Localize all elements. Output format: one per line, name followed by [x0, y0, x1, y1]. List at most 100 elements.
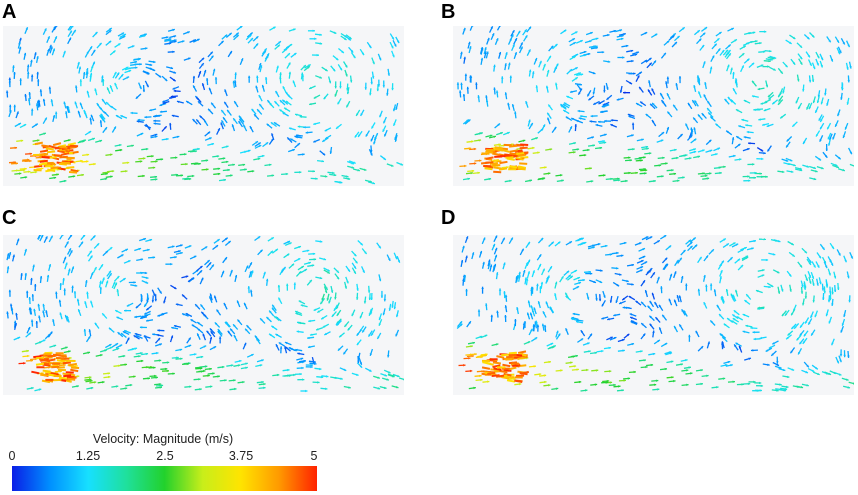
velocity-arrowhead — [133, 375, 136, 378]
velocity-arrowhead — [485, 303, 488, 306]
velocity-arrowhead — [723, 238, 726, 241]
velocity-arrowhead — [181, 40, 185, 43]
velocity-arrowhead — [82, 72, 86, 75]
velocity-arrowhead — [211, 264, 214, 268]
velocity-arrowhead — [468, 147, 472, 150]
velocity-arrowhead — [50, 331, 53, 335]
velocity-arrowhead — [816, 283, 819, 286]
velocity-arrowhead — [230, 269, 233, 273]
inlet-vector — [492, 361, 502, 365]
velocity-vector — [59, 235, 64, 240]
velocity-arrowhead — [172, 50, 175, 54]
velocity-arrowhead — [810, 315, 813, 318]
velocity-arrowhead — [209, 296, 212, 299]
velocity-arrowhead — [675, 83, 678, 86]
velocity-arrowhead — [307, 345, 311, 349]
velocity-arrowhead — [598, 101, 602, 104]
velocity-arrowhead — [191, 174, 195, 178]
velocity-arrowhead — [728, 53, 731, 56]
velocity-arrowhead — [811, 369, 815, 372]
velocity-arrowhead — [28, 92, 31, 95]
velocity-arrowhead — [233, 334, 237, 338]
velocity-arrowhead — [514, 319, 517, 322]
velocity-arrowhead — [50, 46, 53, 50]
velocity-arrowhead — [718, 32, 722, 35]
velocity-arrowhead — [200, 355, 204, 359]
velocity-arrowhead — [89, 378, 92, 381]
velocity-arrowhead — [563, 102, 567, 105]
legend-tick-4: 5 — [310, 449, 318, 463]
velocity-arrowhead — [368, 369, 372, 372]
inlet-vector — [59, 155, 68, 159]
velocity-arrowhead — [557, 333, 561, 337]
velocity-arrowhead — [828, 372, 832, 375]
velocity-arrowhead — [301, 366, 304, 370]
velocity-arrowhead — [727, 64, 730, 68]
velocity-arrowhead — [394, 139, 398, 142]
velocity-arrowhead — [700, 346, 704, 349]
velocity-arrowhead — [224, 379, 227, 382]
velocity-arrowhead — [813, 265, 816, 268]
velocity-arrowhead — [761, 274, 765, 277]
velocity-arrowhead — [200, 277, 204, 281]
velocity-arrowhead — [583, 242, 587, 245]
velocity-arrowhead — [541, 323, 545, 327]
velocity-arrowhead — [217, 167, 221, 170]
velocity-arrowhead — [554, 281, 558, 285]
velocity-arrowhead — [812, 66, 816, 70]
velocity-arrowhead — [357, 360, 360, 363]
velocity-arrowhead — [613, 383, 616, 387]
velocity-arrowhead — [126, 304, 130, 307]
velocity-arrowhead — [325, 136, 328, 139]
velocity-arrowhead — [122, 36, 126, 39]
velocity-arrowhead — [799, 45, 803, 48]
velocity-arrowhead — [679, 257, 682, 261]
velocity-arrowhead — [212, 372, 215, 375]
velocity-arrowhead — [779, 383, 782, 386]
velocity-arrowhead — [369, 353, 373, 356]
velocity-arrowhead — [159, 110, 163, 113]
velocity-arrowhead — [660, 286, 663, 289]
velocity-arrowhead — [146, 319, 149, 322]
velocity-arrowhead — [176, 356, 179, 359]
velocity-arrowhead — [221, 110, 224, 113]
velocity-field-panel-c — [3, 235, 404, 395]
velocity-arrowhead — [653, 383, 657, 386]
velocity-arrowhead — [144, 115, 147, 119]
velocity-arrowhead — [726, 243, 729, 246]
velocity-arrowhead — [382, 129, 385, 132]
velocity-arrowhead — [232, 80, 235, 84]
velocity-arrowhead — [205, 159, 209, 162]
velocity-arrowhead — [255, 85, 258, 89]
velocity-arrowhead — [474, 352, 477, 356]
velocity-arrowhead — [313, 122, 316, 125]
velocity-arrowhead — [605, 381, 609, 384]
velocity-arrowhead — [134, 63, 138, 66]
velocity-arrowhead — [283, 266, 286, 270]
velocity-arrowhead — [221, 365, 225, 369]
velocity-arrowhead — [43, 132, 46, 135]
velocity-arrowhead — [357, 357, 361, 360]
velocity-arrowhead — [680, 276, 684, 279]
velocity-arrowhead — [358, 134, 361, 137]
velocity-arrowhead — [759, 172, 762, 175]
velocity-arrowhead — [242, 381, 245, 384]
velocity-arrowhead — [355, 260, 358, 264]
velocity-arrowhead — [38, 388, 42, 391]
velocity-arrowhead — [555, 82, 558, 86]
velocity-arrowhead — [799, 167, 802, 170]
velocity-arrowhead — [224, 321, 228, 325]
velocity-arrowhead — [833, 275, 837, 279]
velocity-arrowhead — [765, 258, 769, 262]
velocity-arrowhead — [260, 318, 263, 321]
velocity-arrowhead — [606, 379, 610, 383]
velocity-arrowhead — [83, 139, 87, 142]
velocity-arrowhead — [86, 90, 90, 94]
velocity-arrowhead — [75, 364, 78, 368]
velocity-arrowhead — [635, 171, 638, 175]
velocity-arrowhead — [224, 257, 227, 260]
velocity-arrowhead — [325, 375, 329, 378]
velocity-arrowhead — [152, 68, 156, 71]
velocity-arrowhead — [732, 380, 736, 383]
velocity-arrowhead — [580, 338, 584, 341]
